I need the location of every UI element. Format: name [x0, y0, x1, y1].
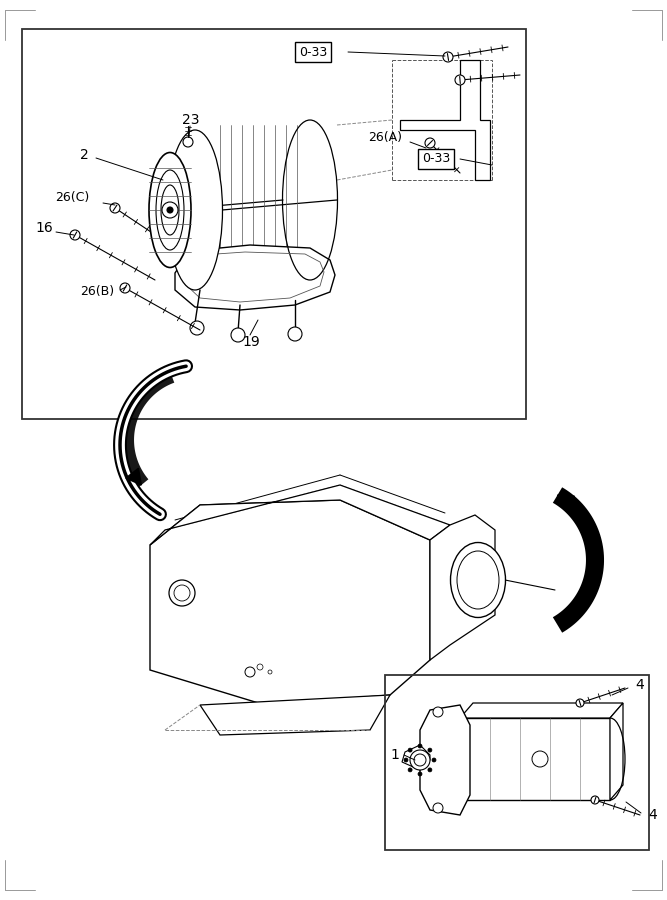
Text: 26(B): 26(B)	[80, 285, 114, 299]
Circle shape	[408, 768, 412, 772]
Bar	[22, 29, 526, 419]
Text: 1: 1	[390, 748, 399, 762]
Circle shape	[245, 667, 255, 677]
Polygon shape	[200, 695, 390, 735]
Circle shape	[183, 137, 193, 147]
Ellipse shape	[450, 543, 506, 617]
Circle shape	[167, 207, 173, 213]
Circle shape	[432, 758, 436, 762]
Circle shape	[428, 748, 432, 752]
Text: 16: 16	[35, 221, 53, 235]
Circle shape	[408, 748, 412, 752]
Polygon shape	[610, 703, 623, 800]
Circle shape	[433, 803, 443, 813]
Text: 26(C): 26(C)	[55, 192, 89, 204]
Circle shape	[231, 328, 245, 342]
Circle shape	[576, 699, 584, 707]
Circle shape	[443, 52, 453, 62]
Ellipse shape	[149, 152, 191, 267]
Polygon shape	[126, 468, 141, 485]
Circle shape	[110, 203, 120, 213]
Circle shape	[428, 768, 432, 772]
Circle shape	[418, 772, 422, 776]
Polygon shape	[402, 745, 430, 770]
Text: 4: 4	[648, 808, 657, 822]
Ellipse shape	[457, 551, 499, 609]
Text: 0-33: 0-33	[299, 46, 327, 58]
Circle shape	[190, 321, 204, 335]
Ellipse shape	[167, 130, 223, 290]
Text: 26(A): 26(A)	[368, 131, 402, 145]
Circle shape	[410, 750, 430, 770]
Polygon shape	[175, 245, 335, 310]
Circle shape	[425, 138, 435, 148]
Circle shape	[268, 670, 272, 674]
Circle shape	[288, 327, 302, 341]
Circle shape	[404, 758, 408, 762]
Polygon shape	[400, 60, 490, 180]
Text: 2: 2	[80, 148, 89, 162]
Polygon shape	[558, 495, 574, 509]
Polygon shape	[420, 705, 470, 815]
Circle shape	[257, 664, 263, 670]
Circle shape	[70, 230, 80, 240]
Circle shape	[120, 283, 130, 293]
Circle shape	[591, 796, 599, 804]
Circle shape	[169, 580, 195, 606]
Circle shape	[174, 585, 190, 601]
Circle shape	[414, 754, 426, 766]
Text: 0-33: 0-33	[422, 152, 450, 166]
Polygon shape	[150, 485, 450, 545]
Polygon shape	[460, 703, 623, 718]
Circle shape	[418, 744, 422, 748]
Text: 4: 4	[635, 678, 644, 692]
Text: 19: 19	[242, 335, 259, 349]
Polygon shape	[430, 515, 495, 660]
Circle shape	[162, 202, 178, 218]
Circle shape	[433, 707, 443, 717]
Circle shape	[455, 75, 465, 85]
Text: 23: 23	[182, 113, 199, 127]
Polygon shape	[150, 500, 430, 705]
Circle shape	[532, 751, 548, 767]
Polygon shape	[460, 718, 610, 800]
Bar	[385, 675, 649, 850]
